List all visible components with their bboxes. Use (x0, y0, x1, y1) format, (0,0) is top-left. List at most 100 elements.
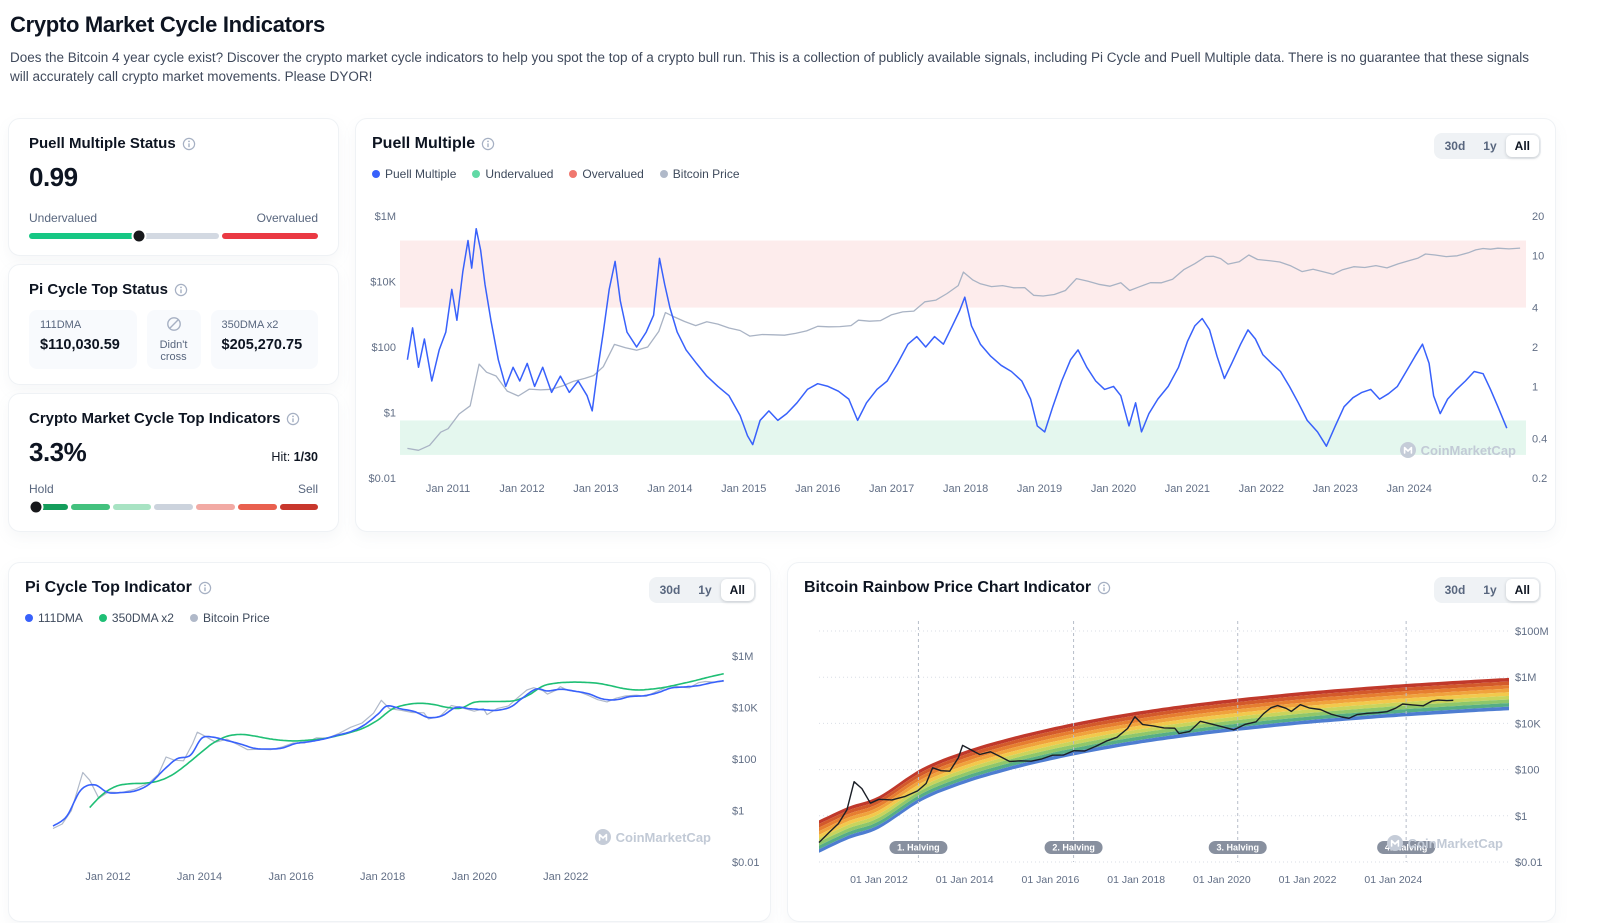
info-icon[interactable] (286, 412, 300, 426)
range-option-1y[interactable]: 1y (1474, 135, 1505, 157)
puell-multiple-value: 0.99 (29, 162, 78, 192)
range-option-all[interactable]: All (720, 579, 754, 601)
card-title: Puell Multiple Status (29, 135, 176, 152)
gauge-segment (112, 504, 152, 510)
watermark-text: CoinMarketCap (1407, 835, 1503, 851)
watermark-text: CoinMarketCap (1420, 442, 1516, 458)
legend-label: Bitcoin Price (672, 167, 740, 181)
axis-tick-label: $1 (1515, 811, 1527, 823)
axis-tick-label: 2. Halving (1052, 843, 1095, 853)
axis-tick-label: Jan 2021 (1165, 483, 1210, 495)
pi-cycle-chart-canvas[interactable]: $1M $10K $100 $1 $0.01 Jan 2012 Jan 2014 Jan 20… (9, 563, 772, 923)
axis-tick-label: Jan 2017 (869, 483, 914, 495)
axis-tick-label: 20 (1532, 211, 1544, 223)
gauge-segment (154, 504, 193, 510)
page-title: Crypto Market Cycle Indicators (10, 12, 325, 37)
page-header: Crypto Market Cycle Indicators Does the … (10, 12, 1590, 86)
axis-tick-label: Jan 2024 (1387, 483, 1432, 495)
time-range-toggle: 30d 1y All (1433, 577, 1541, 603)
puell-multiple-chart-card: $1M $10K $100 $1 $0.01 20 10 4 2 1 0.4 0.2 Jan 2011 J… (355, 118, 1556, 532)
gauge-segment (70, 504, 110, 510)
puell-multiple-chart-canvas[interactable]: $1M $10K $100 $1 $0.01 20 10 4 2 1 0.4 0.2 Jan 2011 J… (356, 119, 1557, 533)
axis-tick-label: 01 Jan 2014 (936, 874, 994, 886)
axis-tick-label: Jan 2016 (268, 871, 313, 883)
rainbow-chart-card: 1. Halving 2. Halving 3. Halving 4. Halving… (787, 562, 1556, 922)
legend-label: Overvalued (582, 167, 644, 181)
axis-tick-label: Jan 2018 (360, 871, 405, 883)
range-option-30d[interactable]: 30d (1436, 135, 1475, 157)
chart-legend: 111DMA 350DMA x2 Bitcoin Price (25, 611, 270, 625)
gauge-segment (29, 233, 134, 239)
cycle-top-value: 3.3% (29, 437, 87, 467)
page-description: Does the Bitcoin 4 year cycle exist? Dis… (10, 50, 1530, 85)
axis-tick-label: Jan 2022 (543, 871, 588, 883)
card-title: Crypto Market Cycle Top Indicators (29, 410, 281, 427)
series-111dma (52, 679, 724, 827)
axis-tick-label: $1M (375, 211, 396, 223)
info-icon[interactable] (198, 581, 212, 595)
legend-item-bitcoin-price[interactable]: Bitcoin Price (659, 167, 740, 181)
axis-tick-label: Jan 2016 (795, 483, 840, 495)
legend-dot (569, 170, 578, 178)
legend-dot (659, 170, 668, 178)
pi-cycle-top-status-card: Pi Cycle Top Status 111DMA $110,030.59 D… (8, 264, 339, 385)
gauge-segment (221, 233, 318, 239)
sell-label: Sell (297, 482, 318, 496)
info-icon[interactable] (481, 137, 495, 151)
halving-pill (1044, 841, 1103, 854)
axis-tick-label: Jan 2014 (177, 871, 222, 883)
rainbow-chart-canvas[interactable]: 1. Halving 2. Halving 3. Halving 4. Halving… (788, 563, 1557, 923)
coinmarketcap-watermark: CoinMarketCap (594, 829, 711, 845)
axis-tick-label: $100 (732, 754, 756, 766)
axis-tick-label: Jan 2012 (499, 483, 544, 495)
dma350-label: 350DMA x2 (221, 319, 279, 331)
legend-item-111dma[interactable]: 111DMA (25, 611, 83, 625)
axis-tick-label: $0.01 (1515, 857, 1543, 869)
legend-label: 350DMA x2 (111, 611, 174, 625)
legend-label: Undervalued (485, 167, 554, 181)
range-option-1y[interactable]: 1y (689, 579, 720, 601)
legend-dot (372, 170, 380, 178)
time-range-toggle: 30d 1y All (648, 577, 756, 603)
cross-status-text: Didn't cross (159, 339, 188, 363)
info-icon[interactable] (1097, 581, 1111, 595)
range-option-all[interactable]: All (1505, 135, 1539, 157)
gauge-segment (136, 233, 219, 239)
legend-item-bitcoin-price[interactable]: Bitcoin Price (189, 611, 270, 625)
info-icon[interactable] (174, 283, 188, 297)
chart-legend: Puell Multiple Undervalued Overvalued Bitco… (372, 167, 740, 181)
gauge-marker (30, 501, 42, 513)
range-option-all[interactable]: All (1505, 579, 1539, 601)
axis-tick-label: 01 Jan 2018 (1107, 874, 1165, 886)
no-cross-icon (166, 316, 182, 335)
legend-item-undervalued[interactable]: Undervalued (472, 167, 553, 181)
dma350-box: 350DMA x2 $205,270.75 (210, 310, 318, 369)
axis-tick-label: $1M (1515, 672, 1536, 684)
range-option-30d[interactable]: 30d (1436, 579, 1475, 601)
legend-item-350dma-x2[interactable]: 350DMA x2 (98, 611, 174, 625)
undervalued-label: Undervalued (29, 211, 98, 225)
coinmarketcap-logo-icon (1399, 442, 1416, 458)
pi-cycle-chart-card: $1M $10K $100 $1 $0.01 Jan 2012 Jan 2014 Jan 20… (8, 562, 771, 922)
time-range-toggle: 30d 1y All (1433, 133, 1541, 159)
axis-tick-label: 1 (1532, 381, 1538, 393)
axis-tick-label: Jan 2014 (647, 483, 692, 495)
dma111-label: 111DMA (40, 319, 82, 331)
range-option-1y[interactable]: 1y (1474, 579, 1505, 601)
hit-counter: Hit: 1/30 (271, 450, 318, 468)
axis-tick-label: Jan 2013 (573, 483, 618, 495)
hold-label: Hold (29, 482, 54, 496)
legend-item-overvalued[interactable]: Overvalued (569, 167, 644, 181)
legend-label: 111DMA (38, 611, 83, 625)
chart-title: Puell Multiple (372, 135, 476, 152)
gauge-marker (133, 230, 145, 242)
legend-label: Puell Multiple (385, 167, 457, 181)
range-option-30d[interactable]: 30d (651, 579, 690, 601)
series-350dma-x2 (89, 672, 724, 809)
axis-tick-label: $0.01 (732, 857, 760, 869)
series-bitcoin-price (52, 680, 724, 830)
legend-item-puell-multiple[interactable]: Puell Multiple (372, 167, 456, 181)
dma111-box: 111DMA $110,030.59 (29, 310, 137, 369)
info-icon[interactable] (182, 137, 196, 151)
gauge-segment (29, 504, 68, 510)
